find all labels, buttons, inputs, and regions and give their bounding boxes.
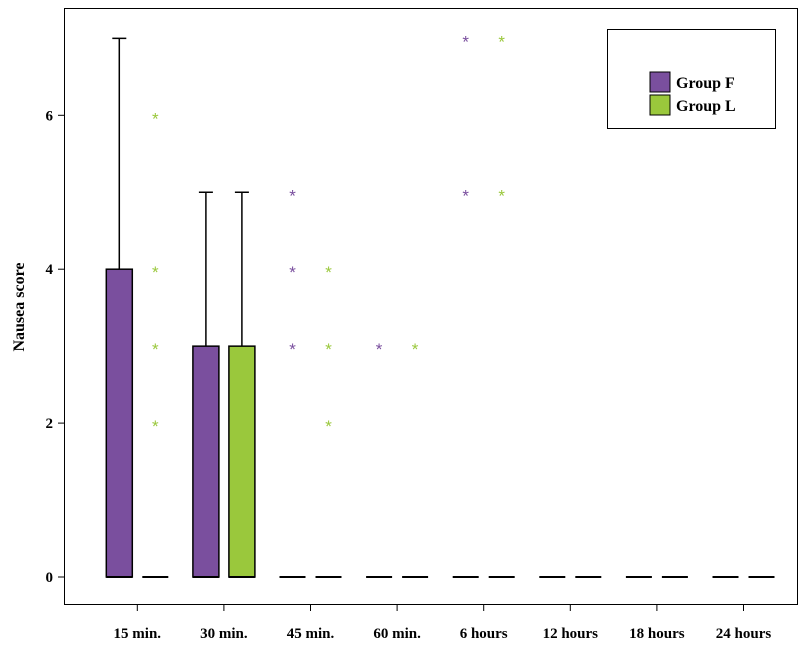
outlier-star: * xyxy=(462,186,469,205)
legend-frame xyxy=(607,29,776,129)
outlier-star: * xyxy=(152,109,159,128)
outlier-star: * xyxy=(152,417,159,436)
x-tick-label: 30 min. xyxy=(200,626,248,642)
y-axis-title: Nausea score xyxy=(11,262,28,351)
x-tick-label: 6 hours xyxy=(460,626,508,642)
y-axis: 0 2 4 6 xyxy=(46,108,65,586)
legend-label: Group F xyxy=(676,75,735,92)
outlier-star: * xyxy=(462,32,469,51)
outlier-star: * xyxy=(152,263,159,282)
outlier-star: * xyxy=(325,263,332,282)
outlier-star: * xyxy=(289,186,296,205)
outlier-star: * xyxy=(498,32,505,51)
x-tick-label: 24 hours xyxy=(716,626,772,642)
outlier-star: * xyxy=(498,186,505,205)
y-tick-label: 2 xyxy=(46,416,54,432)
y-tick-label: 4 xyxy=(46,262,54,278)
outlier-star: * xyxy=(289,340,296,359)
outlier-star: * xyxy=(325,340,332,359)
legend-swatch xyxy=(649,94,671,116)
x-tick-label: 15 min. xyxy=(114,626,162,642)
y-tick-label: 6 xyxy=(46,108,54,124)
box xyxy=(228,345,256,578)
outlier-points: * * * * * * * * * * * * * * * * xyxy=(152,32,505,436)
legend-swatch xyxy=(649,71,671,93)
outlier-star: * xyxy=(412,340,419,359)
outlier-star: * xyxy=(289,263,296,282)
x-tick-label: 18 hours xyxy=(629,626,685,642)
outlier-star: * xyxy=(325,417,332,436)
box xyxy=(105,268,134,578)
outlier-star: * xyxy=(376,340,383,359)
legend-label: Group L xyxy=(676,98,736,115)
x-tick-label: 45 min. xyxy=(287,626,335,642)
x-tick-label: 60 min. xyxy=(373,626,421,642)
x-axis: 15 min. 30 min. 45 min. 60 min. 6 hours 12 ho… xyxy=(114,604,772,642)
outlier-star: * xyxy=(152,340,159,359)
plot-frame xyxy=(64,8,798,605)
box xyxy=(192,345,220,578)
y-tick-label: 0 xyxy=(46,570,54,586)
box-series xyxy=(105,37,775,578)
x-tick-label: 12 hours xyxy=(543,626,599,642)
legend: Group F Group L xyxy=(607,29,776,129)
